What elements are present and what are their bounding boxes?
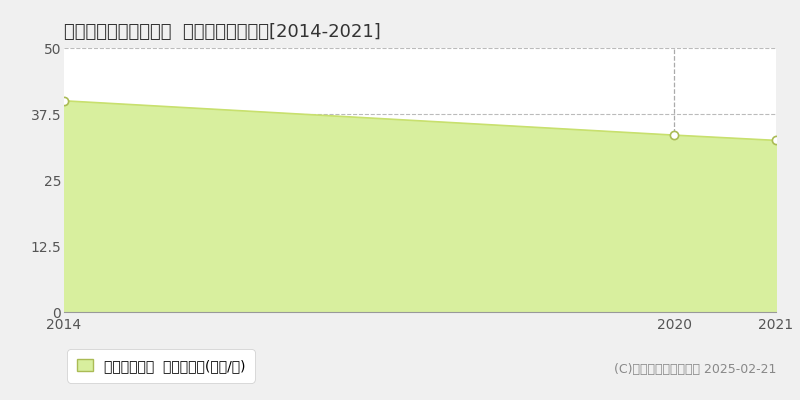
Point bbox=[58, 98, 70, 104]
Text: (C)土地価格ドットコム 2025-02-21: (C)土地価格ドットコム 2025-02-21 bbox=[614, 363, 776, 376]
Point bbox=[668, 132, 681, 138]
Text: 新潟市西区ときめき西  収益物件価格推移[2014-2021]: 新潟市西区ときめき西 収益物件価格推移[2014-2021] bbox=[64, 23, 381, 41]
Legend: 収益物件価格  平均坪単価(万円/坪): 収益物件価格 平均坪単価(万円/坪) bbox=[71, 353, 251, 378]
Point bbox=[770, 137, 782, 144]
